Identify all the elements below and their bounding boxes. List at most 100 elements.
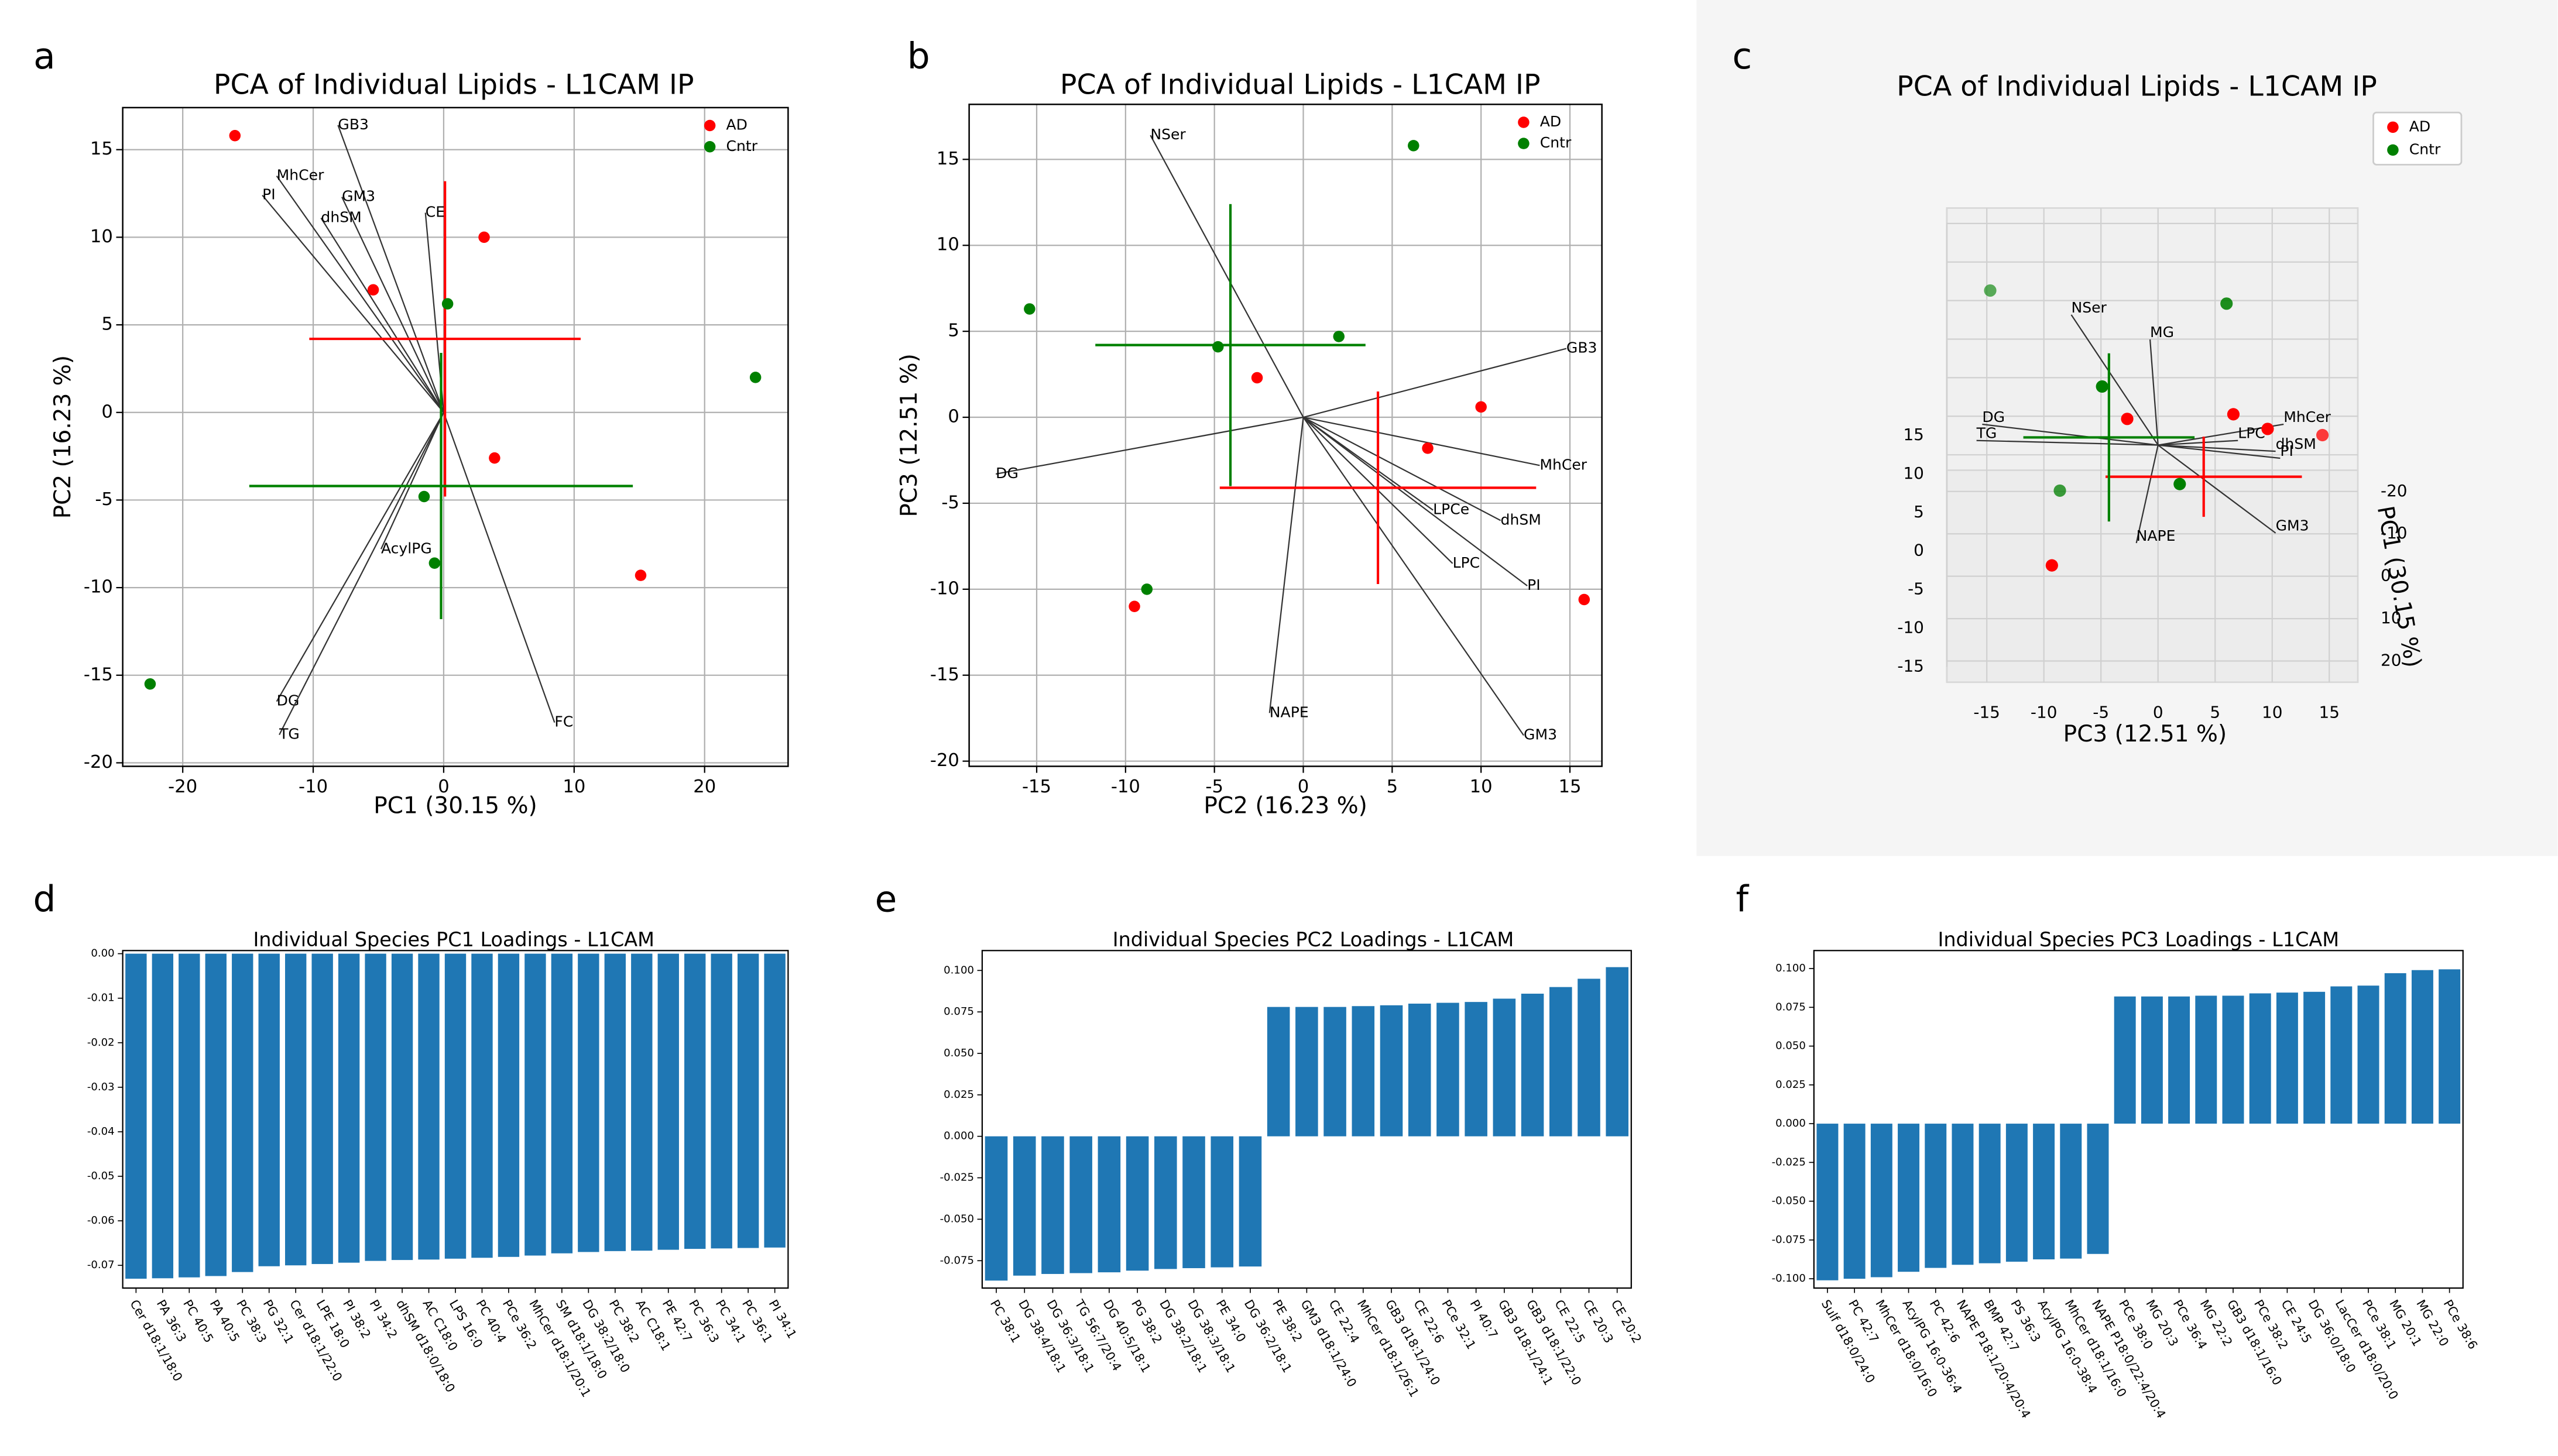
data-point <box>1129 600 1140 612</box>
data-point <box>1984 284 1997 297</box>
y-tick-label: -0.07 <box>87 1259 115 1271</box>
panel-label: d <box>33 878 56 920</box>
z-tick-label: -20 <box>2381 481 2408 500</box>
loading-vector <box>1302 417 1528 586</box>
bar <box>1380 1005 1403 1136</box>
data-point <box>1141 583 1153 595</box>
loading-label: GM3 <box>1524 726 1557 743</box>
bar <box>418 953 440 1260</box>
bar <box>285 953 307 1266</box>
y-tick-label: -15 <box>84 664 113 685</box>
legend-marker <box>1518 116 1530 128</box>
y-tick-label: 0.100 <box>1775 962 1806 974</box>
y-tick-label: 0.075 <box>1775 1001 1806 1013</box>
loading-label: PI <box>262 186 276 203</box>
x-tick-label: -10 <box>2031 703 2058 722</box>
bar <box>2114 996 2136 1124</box>
y-tick-label: 10 <box>90 226 113 247</box>
data-point <box>1251 372 1263 384</box>
y-tick-label: 0 <box>948 407 959 427</box>
data-point <box>229 130 241 142</box>
axes-frame <box>968 104 1603 767</box>
bar <box>258 953 280 1266</box>
data-point <box>144 678 156 690</box>
bar <box>1013 1136 1036 1276</box>
bar <box>2276 993 2298 1124</box>
y-axis-label: PC3 (12.51 %) <box>896 353 923 517</box>
loading-label: PI <box>2280 442 2293 459</box>
y-tick-label: 5 <box>101 314 112 335</box>
bar <box>1436 1002 1459 1136</box>
bar <box>1211 1136 1234 1268</box>
axes-frame <box>122 107 789 767</box>
data-point <box>2220 297 2233 310</box>
y-tick-label: 5 <box>1914 502 1924 521</box>
y-tick-label: -0.05 <box>87 1170 115 1182</box>
y-tick-label: 0.025 <box>1775 1079 1806 1091</box>
bar <box>1465 1002 1487 1136</box>
y-tick-label: -0.06 <box>87 1214 115 1227</box>
x-tick-label: 10 <box>2262 703 2282 722</box>
grid-line <box>1946 399 2358 662</box>
loading-vector <box>380 412 444 550</box>
bar <box>1041 1136 1064 1274</box>
loading-vector <box>2135 445 2159 544</box>
loading-label: FC <box>554 713 573 730</box>
panel-label: c <box>1732 36 1752 77</box>
bar <box>1549 987 1572 1136</box>
data-point <box>749 372 762 383</box>
loading-label: GB3 <box>338 116 369 133</box>
bar <box>1069 1136 1092 1273</box>
y-tick-label: -0.100 <box>1772 1272 1806 1285</box>
data-point <box>1212 341 1224 353</box>
y-tick-label: -0.03 <box>87 1081 115 1093</box>
loading-label: NSer <box>2071 299 2107 316</box>
bar <box>444 953 467 1259</box>
bar <box>1182 1136 1205 1269</box>
data-point <box>418 490 430 503</box>
bar <box>2168 996 2190 1124</box>
loading-vector <box>443 412 556 723</box>
y-tick-label: -5 <box>1908 579 1924 599</box>
y-tick-label: -0.01 <box>87 992 115 1004</box>
x-tick-label: -15 <box>1022 777 1051 797</box>
axes-frame <box>122 950 789 1289</box>
data-point <box>2261 423 2274 435</box>
loading-label: MhCer <box>1539 456 1587 473</box>
chart-title: PCA of Individual Lipids - L1CAM IP <box>1060 69 1541 101</box>
y-tick-label: -10 <box>930 578 959 599</box>
panel-label: f <box>1736 878 1749 920</box>
y-tick-label: -0.025 <box>1772 1156 1806 1168</box>
loading-label: MhCer <box>2283 408 2331 425</box>
bar <box>1239 1136 1262 1267</box>
bar <box>657 953 679 1250</box>
axes-frame <box>981 950 1632 1289</box>
y-tick-label: -5 <box>941 492 959 513</box>
loading-label: NSer <box>1150 126 1186 143</box>
y-tick-label: 0.050 <box>1775 1040 1806 1052</box>
bar <box>338 953 360 1263</box>
loading-vector <box>262 194 444 413</box>
y-tick-label: 0.00 <box>91 947 114 960</box>
y-tick-label: 15 <box>937 149 959 169</box>
y-tick-label: 10 <box>937 235 959 255</box>
x-tick-label: 20 <box>693 777 716 797</box>
y-tick-label: -0.02 <box>87 1036 115 1049</box>
bar <box>1816 1124 1839 1280</box>
y-tick-label: 0.100 <box>944 964 974 976</box>
loading-vector <box>1303 416 1540 466</box>
x-axis-label: PC3 (12.51 %) <box>2063 721 2227 747</box>
bar <box>1154 1136 1177 1269</box>
loading-vector <box>2158 444 2281 459</box>
data-point <box>489 452 500 464</box>
legend-marker <box>704 119 716 132</box>
bar <box>604 953 626 1251</box>
bar <box>2060 1124 2082 1259</box>
bar <box>1578 978 1600 1136</box>
loading-vector <box>1268 417 1304 713</box>
loading-label: LPCe <box>1433 501 1469 518</box>
z-tick-label: 20 <box>2381 651 2401 670</box>
y-tick-label: 0.000 <box>944 1130 974 1142</box>
x-tick-label: 0 <box>438 777 449 797</box>
bar <box>2303 991 2326 1124</box>
